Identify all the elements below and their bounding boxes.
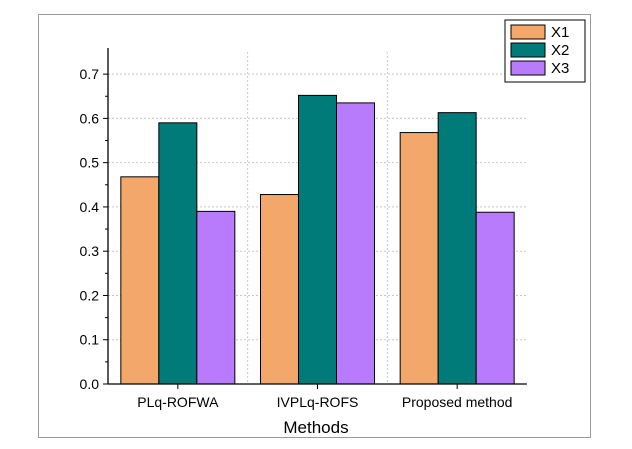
y-tick-label: 0.6 (80, 110, 100, 126)
y-tick-label: 0.4 (80, 199, 100, 215)
bars (120, 94, 515, 385)
bar-x3-2 (475, 211, 515, 385)
x-tick-label: PLq-ROFWA (137, 394, 219, 410)
bar-x1-1 (260, 194, 299, 385)
y-tick-label: 0.5 (80, 155, 100, 171)
bar-x1-0 (120, 176, 160, 385)
x-tick-label: Proposed method (402, 394, 513, 410)
bar-x3-0 (196, 210, 236, 385)
bar-x2-1 (298, 94, 337, 385)
legend-swatch-x2 (510, 42, 546, 58)
bar-x1-2 (399, 132, 439, 385)
legend-label-x3: X3 (551, 60, 569, 77)
y-tick-label: 0.2 (80, 287, 100, 303)
x-axis-title: Methods (283, 418, 348, 437)
bar-x3-1 (336, 102, 375, 385)
x-tick-labels: PLq-ROFWA IVPLq-ROFS Proposed method (137, 394, 512, 410)
y-tick-labels: 0.0 0.1 0.2 0.3 0.4 0.5 0.6 0.7 (80, 66, 100, 392)
y-tick-label: 0.3 (80, 243, 100, 259)
x-tick-label: IVPLq-ROFS (277, 394, 359, 410)
bar-x2-2 (437, 112, 477, 385)
legend-label-x1: X1 (551, 24, 569, 41)
y-tick-label: 0.0 (80, 376, 100, 392)
legend-label-x2: X2 (551, 42, 569, 59)
y-tick-label: 0.1 (80, 332, 100, 348)
y-tick-label: 0.7 (80, 66, 100, 82)
bar-x2-0 (158, 122, 198, 385)
legend-swatch-x1 (510, 24, 546, 40)
legend-swatch-x3 (510, 60, 546, 76)
axes (103, 48, 527, 389)
